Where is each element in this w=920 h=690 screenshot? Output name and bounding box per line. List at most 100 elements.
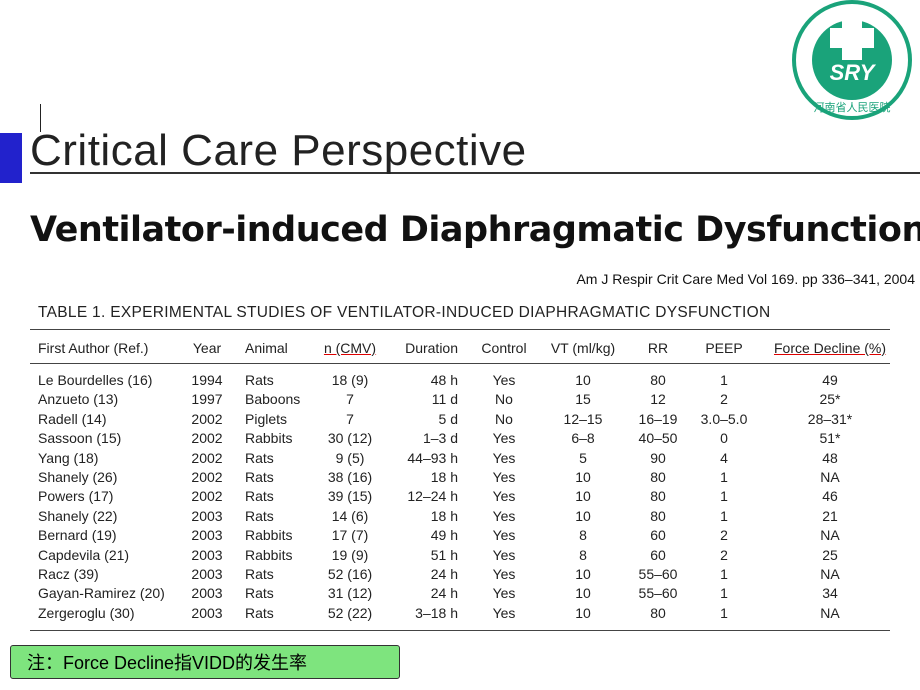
table-cell: 30 (12) — [327, 430, 373, 447]
table-cell: 10 — [575, 585, 591, 602]
table-cell: 18 h — [430, 469, 458, 485]
table-cell: NA — [820, 469, 840, 485]
table-cell: Racz (39) — [38, 566, 99, 582]
table-cell: Gayan-Ramirez (20) — [38, 585, 165, 602]
table-cell: 7 — [346, 410, 354, 427]
table-cell: 6–8 — [571, 430, 595, 447]
table-cell: 1997 — [191, 391, 223, 408]
table-cell: Le Bourdelles (16) — [38, 372, 153, 388]
table-cell: Bernard (19) — [38, 527, 117, 544]
accent-square — [0, 133, 22, 183]
table-cell: 2002 — [191, 469, 223, 485]
table-cell: Rabbits — [245, 546, 293, 563]
table-cell: 10 — [575, 566, 591, 582]
logo-hospital: 河南省人民医院 — [814, 100, 891, 114]
table-cell: 5 d — [438, 410, 458, 427]
table-cell: 31 (12) — [327, 585, 373, 602]
table-cell: No — [495, 391, 513, 408]
table-cell: Yes — [492, 372, 516, 388]
table-cell: Radell (14) — [38, 410, 107, 427]
table-cell: 2002 — [191, 449, 223, 466]
table-cell: 44–93 h — [407, 449, 458, 466]
table-cell: 1 — [720, 469, 728, 485]
table-cell: Yes — [492, 566, 516, 582]
table-cell: 1 — [720, 566, 728, 582]
table-cell: Piglets — [245, 410, 288, 427]
table-cell: 2003 — [191, 585, 223, 602]
title: Critical Care Perspective — [30, 126, 527, 175]
table-cell: 38 (16) — [327, 469, 373, 485]
table-cell: RR — [647, 340, 669, 356]
cursor-mark — [40, 104, 41, 132]
table-cell: Rats — [245, 469, 274, 485]
table-cell: First Author (Ref.) — [38, 340, 149, 356]
table-cell: Zergeroglu (30) — [38, 604, 135, 621]
table-cell: VT (ml/kg) — [550, 340, 616, 356]
table-cell: 18 h — [430, 507, 458, 524]
table-cell: No — [495, 410, 513, 427]
table-cell: Capdevila (21) — [38, 546, 130, 563]
table-cell: 19 (9) — [331, 546, 369, 563]
table-cell: 1 — [720, 585, 728, 602]
table-cell: Shanely (26) — [38, 469, 118, 485]
table-cell: Rats — [245, 449, 274, 466]
table-cell: Yes — [492, 604, 516, 621]
table-cell: 80 — [650, 469, 666, 485]
table-cell: NA — [820, 604, 840, 621]
table-cell: 14 (6) — [331, 507, 369, 524]
table-cell: 10 — [575, 488, 591, 505]
table-cell: 16–19 — [638, 410, 678, 427]
table-cell: 2003 — [191, 507, 223, 524]
table-cell: Rats — [245, 488, 274, 505]
table-cell: Baboons — [245, 391, 301, 408]
table-cell: 39 (15) — [327, 488, 373, 505]
table-cell: Animal — [245, 340, 288, 356]
table-cell: 2003 — [191, 566, 223, 582]
table-cell: 48 h — [430, 372, 458, 388]
table-cell: 8 — [579, 546, 587, 563]
table-rule — [30, 329, 890, 330]
table-cell: Yes — [492, 449, 516, 466]
table-cell: 9 (5) — [335, 449, 365, 466]
table-cell: 49 — [822, 372, 838, 388]
table-cell: Force Decline (%) — [773, 340, 887, 356]
table-cell: 1 — [720, 372, 728, 388]
table-cell: 60 — [650, 527, 666, 544]
table-cell: Rats — [245, 566, 274, 582]
table-cell: 25* — [819, 391, 841, 408]
table-cell: 52 (16) — [327, 566, 373, 582]
table-cell: Yes — [492, 507, 516, 524]
table-cell: n (CMV) — [323, 340, 377, 356]
table-cell: 3–18 h — [415, 604, 458, 621]
table-rule — [30, 630, 890, 631]
table-cell: 1994 — [191, 372, 223, 388]
table-cell: 51 h — [430, 546, 458, 563]
table-cell: 25 — [822, 546, 838, 563]
table-cell: 10 — [575, 469, 591, 485]
table-cell: Yes — [492, 469, 516, 485]
logo-mark: SRY — [830, 60, 877, 85]
table-cell: Rats — [245, 372, 274, 388]
table-cell: 8 — [579, 527, 587, 544]
table-cell: Sassoon (15) — [38, 430, 122, 447]
table-cell: 12–15 — [563, 410, 603, 427]
table-cell: 60 — [650, 546, 666, 563]
table-cell: 80 — [650, 604, 666, 621]
table-cell: Rabbits — [245, 527, 293, 544]
table-cell: 3.0–5.0 — [700, 410, 748, 427]
citation: Am J Respir Crit Care Med Vol 169. pp 33… — [576, 271, 915, 287]
table-cell: 2 — [720, 546, 728, 563]
table-cell: NA — [820, 566, 840, 582]
logo: SRY 河南省人民医院 — [792, 0, 912, 120]
table-cell: Rats — [245, 585, 274, 602]
table-cell: Year — [192, 340, 222, 356]
table-cell: 2003 — [191, 604, 223, 621]
title-rule — [30, 172, 920, 174]
table-cell: 18 (9) — [331, 372, 369, 388]
table-cell: 52 (22) — [327, 604, 373, 621]
table-cell: 2002 — [191, 488, 223, 505]
table-cell: 1–3 d — [422, 430, 458, 447]
table-cell: 2 — [720, 391, 728, 408]
table-cell: Yes — [492, 430, 516, 447]
table-cell: 24 h — [430, 566, 458, 582]
